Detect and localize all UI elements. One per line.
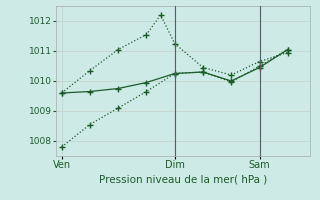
X-axis label: Pression niveau de la mer( hPa ): Pression niveau de la mer( hPa ): [99, 174, 267, 184]
